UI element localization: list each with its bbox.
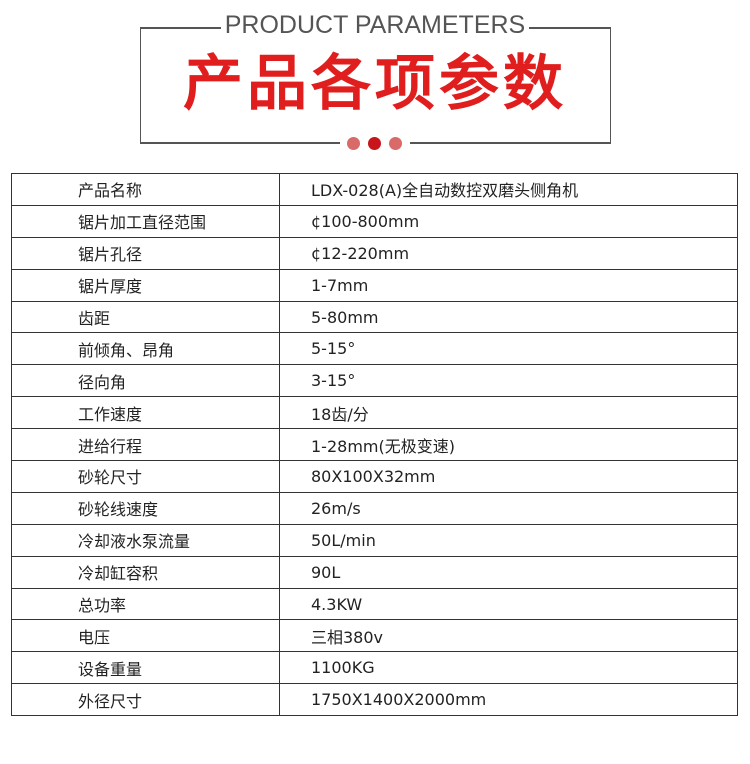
frame-border	[140, 27, 611, 143]
dot-icon	[389, 137, 402, 150]
spec-value: ¢100-800mm	[279, 204, 738, 238]
spec-value: 50L/min	[279, 523, 738, 557]
frame-bottom-right-line	[410, 142, 611, 144]
dot-icon	[368, 137, 381, 150]
table-row: 电压 三相380v	[11, 619, 738, 653]
table-row: 外径尺寸 1750X1400X2000mm	[11, 683, 738, 717]
spec-label: 锯片加工直径范围	[11, 204, 280, 238]
spec-label: 砂轮尺寸	[11, 460, 280, 493]
spec-label: 外径尺寸	[11, 683, 280, 717]
table-row: 砂轮线速度 26m/s	[11, 491, 738, 525]
spec-label: 设备重量	[11, 651, 280, 685]
table-row: 砂轮尺寸 80X100X32mm	[11, 460, 738, 493]
table-row: 径向角 3-15°	[11, 364, 738, 398]
spec-value: 1750X1400X2000mm	[279, 683, 738, 717]
spec-label: 径向角	[11, 364, 280, 398]
spec-label: 冷却液水泵流量	[11, 523, 280, 557]
spec-value: 3-15°	[279, 364, 738, 398]
spec-value: 80X100X32mm	[279, 460, 738, 493]
table-row: 齿距 5-80mm	[11, 300, 738, 334]
table-row: 锯片厚度 1-7mm	[11, 268, 738, 302]
table-row: 进给行程 1-28mm(无极变速)	[11, 428, 738, 462]
page-title: 产品各项参数	[183, 49, 567, 119]
spec-label: 冷却缸容积	[11, 555, 280, 589]
spec-table: 产品名称 LDX-028(A)全自动数控双磨头侧角机 锯片加工直径范围 ¢100-80…	[11, 173, 738, 717]
spec-value: 5-80mm	[279, 300, 738, 334]
spec-label: 齿距	[11, 300, 280, 334]
table-row: 锯片孔径 ¢12-220mm	[11, 236, 738, 270]
subtitle-en: PRODUCT PARAMETERS	[0, 11, 750, 40]
spec-value: 5-15°	[279, 332, 738, 366]
frame-bottom-left-line	[140, 142, 340, 144]
spec-value: 4.3KW	[279, 587, 738, 621]
spec-label: 进给行程	[11, 428, 280, 462]
spec-label: 电压	[11, 619, 280, 653]
spec-value: LDX-028(A)全自动数控双磨头侧角机	[279, 173, 738, 206]
spec-label: 前倾角、昂角	[11, 332, 280, 366]
table-row: 冷却缸容积 90L	[11, 555, 738, 589]
spec-value: 1100KG	[279, 651, 738, 685]
table-row: 工作速度 18齿/分	[11, 396, 738, 430]
dot-icon	[347, 137, 360, 150]
spec-label: 锯片厚度	[11, 268, 280, 302]
spec-value: 26m/s	[279, 491, 738, 525]
spec-label: 总功率	[11, 587, 280, 621]
spec-value: 三相380v	[279, 619, 738, 653]
spec-label: 砂轮线速度	[11, 491, 280, 525]
table-row: 产品名称 LDX-028(A)全自动数控双磨头侧角机	[11, 173, 738, 206]
decorative-dots	[347, 137, 402, 150]
spec-value: 18齿/分	[279, 396, 738, 430]
spec-label: 锯片孔径	[11, 236, 280, 270]
spec-value: 1-7mm	[279, 268, 738, 302]
spec-value: 90L	[279, 555, 738, 589]
spec-value: ¢12-220mm	[279, 236, 738, 270]
subtitle-en-text: PRODUCT PARAMETERS	[220, 11, 530, 39]
table-row: 前倾角、昂角 5-15°	[11, 332, 738, 366]
table-row: 锯片加工直径范围 ¢100-800mm	[11, 204, 738, 238]
spec-label: 产品名称	[11, 173, 280, 206]
spec-value: 1-28mm(无极变速)	[279, 428, 738, 462]
table-row: 总功率 4.3KW	[11, 587, 738, 621]
table-row: 设备重量 1100KG	[11, 651, 738, 685]
spec-label: 工作速度	[11, 396, 280, 430]
table-row: 冷却液水泵流量 50L/min	[11, 523, 738, 557]
